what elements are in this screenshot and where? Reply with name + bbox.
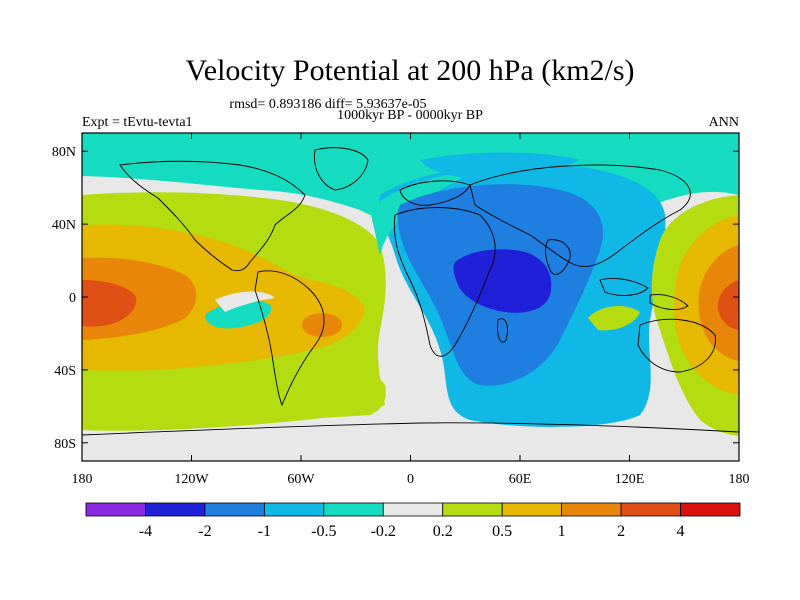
colorbar-swatch [561, 502, 622, 517]
colorbar-swatch [85, 502, 146, 517]
x-tick-label: 60W [287, 472, 315, 487]
x-tick-label: 180 [729, 472, 750, 487]
contour-fill-pacific-red [82, 280, 137, 327]
coastlines [82, 147, 739, 436]
colorbar-label: 0.2 [433, 523, 453, 540]
contour-fill-wpac-red [717, 280, 739, 330]
y-tick-label: 80S [54, 437, 76, 452]
contour-field [82, 133, 739, 461]
x-axis: 180 120W 60W 0 60E 120E 180 [72, 133, 750, 487]
contour-fill-south-pacific-green [82, 359, 386, 421]
colorbar-label: 0.5 [492, 523, 512, 540]
y-tick-label: 40S [54, 364, 76, 379]
colorbar-label: -0.2 [371, 523, 396, 540]
chart-title: Velocity Potential at 200 hPa (km2/s) [185, 54, 634, 87]
contour-fill-east-pacific-light [215, 291, 275, 312]
colorbar-swatch [501, 502, 563, 517]
colorbar-swatch [263, 502, 325, 517]
x-tick-label: 120W [174, 472, 209, 487]
y-tick-label: 40N [52, 218, 76, 233]
colorbar-label: -1 [258, 523, 271, 540]
contour-fill-africa-deep-blue [453, 249, 552, 313]
y-axis: 80N 40N 0 40S 80S [52, 145, 739, 452]
colorbar-swatch [323, 502, 384, 517]
contour-fill-sa-orange-blob [302, 313, 342, 337]
left-label: Expt = tEvtu-tevta1 [82, 115, 193, 130]
colorbar-swatch [382, 502, 444, 517]
x-tick-label: 60E [509, 472, 532, 487]
y-tick-label: 80N [52, 145, 76, 160]
colorbar-label: 4 [677, 523, 685, 540]
colorbar-label: -2 [198, 523, 211, 540]
contour-fill-africa-cyan-outer [370, 172, 470, 255]
colorbar-swatch [204, 502, 265, 517]
right-label: ANN [709, 115, 739, 130]
colorbar-label: 2 [617, 523, 625, 540]
y-tick-label: 0 [69, 291, 76, 306]
colorbar-swatch [620, 502, 681, 517]
x-tick-label: 120E [615, 472, 645, 487]
colorbar-swatch [442, 502, 503, 517]
x-tick-label: 0 [407, 472, 414, 487]
colorbar: -4 -2 -1 -0.5 -0.2 0.2 0.5 1 2 4 [85, 502, 741, 540]
colorbar-swatch [680, 502, 741, 517]
colorbar-swatch [145, 502, 206, 517]
contour-fill-n-pacific [82, 160, 360, 210]
colorbar-label: -0.5 [311, 523, 336, 540]
colorbar-label: 1 [558, 523, 566, 540]
x-tick-label: 180 [72, 472, 93, 487]
contour-fill-io-green-lens [588, 306, 640, 331]
center-label: 1000kyr BP - 0000kyr BP [337, 108, 483, 123]
stats-line: rmsd= 0.893186 diff= 5.93637e-05 [229, 97, 426, 112]
contour-fill-arctic-blue [420, 152, 580, 178]
colorbar-label: -4 [139, 523, 152, 540]
